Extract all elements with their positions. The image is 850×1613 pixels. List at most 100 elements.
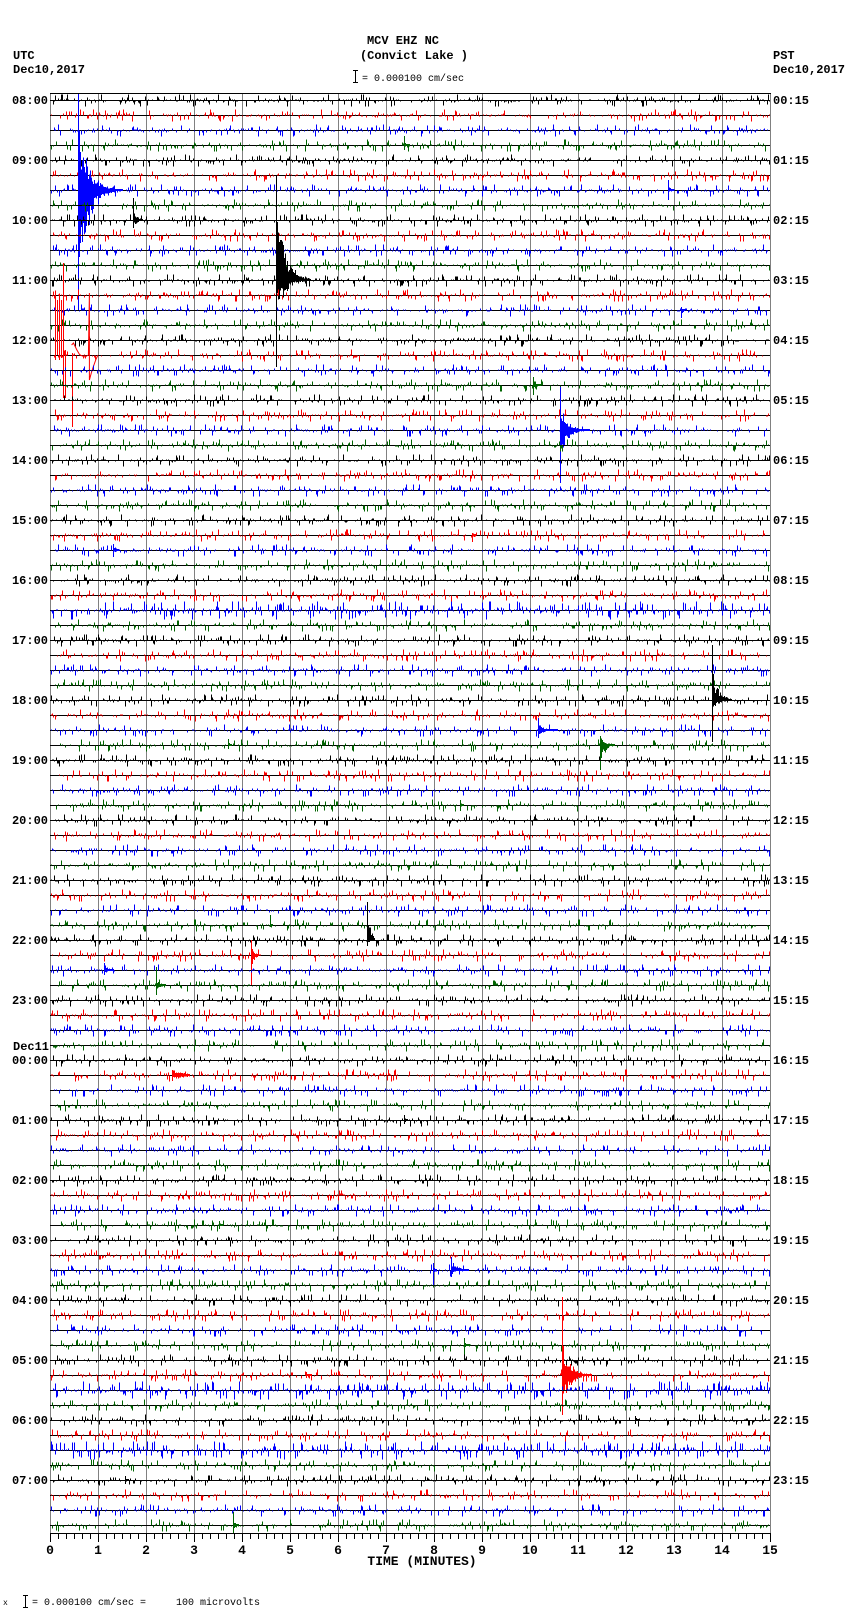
x-tick-label: 2 [142,1543,150,1558]
trace-signal [51,499,767,512]
trace-row [50,136,770,152]
location-subtitle: (Convict Lake ) [360,49,468,63]
trace-row [50,469,770,482]
footer-prefix: x [3,1599,8,1608]
trace-signal [51,589,768,602]
utc-hour-label: 16:00 [12,574,48,588]
trace-row [50,499,770,512]
trace-signal [53,1039,770,1052]
trace-row [50,1504,770,1517]
trace-row [50,169,770,182]
utc-hour-label: 21:00 [12,874,48,888]
footer-scale-bar-icon [23,1595,28,1608]
x-tick-label: 1 [94,1543,102,1558]
trace-row [50,829,770,842]
trace-signal [51,1504,769,1517]
trace-signal [51,109,770,122]
pst-hour-label: 17:15 [773,1114,809,1128]
trace-signal [51,319,769,332]
trace-row [50,619,770,632]
utc-hour-label: 01:00 [12,1114,48,1128]
utc-hour-label: 06:00 [12,1414,48,1428]
trace-signal [52,754,765,767]
trace-row [50,574,770,587]
trace-signal [53,1474,770,1487]
trace-row [50,664,770,677]
trace-row [50,902,770,947]
trace-row [50,940,770,985]
trace-row [50,454,770,467]
trace-signal [51,859,770,872]
trace-signal [54,387,767,483]
trace-signal [55,1099,770,1112]
utc-hour-label: 03:00 [12,1234,48,1248]
trace-row [50,229,770,242]
trace-row [50,718,770,738]
trace-row [50,93,770,310]
trace-row [50,1474,770,1487]
trace-signal [51,601,770,620]
pst-hour-label: 13:15 [773,874,809,888]
right-date: Dec10,2017 [773,63,845,77]
trace-signal [51,1009,770,1022]
trace-signal [55,469,770,482]
trace-signal [52,994,770,1007]
x-tick-label: 11 [570,1543,586,1558]
trace-row [50,175,770,367]
utc-hour-label: 13:00 [12,394,48,408]
pst-hour-label: 18:15 [773,1174,809,1188]
pst-hour-label: 05:15 [773,394,809,408]
trace-row [50,439,770,452]
trace-signal [52,289,770,302]
trace-row [50,109,770,122]
pst-hour-label: 02:15 [773,214,809,228]
trace-signal [52,154,770,167]
trace-signal [51,1189,770,1202]
pst-hour-label: 11:15 [773,754,809,768]
trace-signal [55,619,770,632]
trace-row [50,601,770,620]
trace-signal [54,1084,767,1097]
trace-signal [51,915,769,932]
trace-row [50,94,770,107]
trace-row [50,1174,770,1187]
utc-hour-label: 07:00 [12,1474,48,1488]
trace-signal [52,1309,769,1322]
station-title: MCV EHZ NC [367,34,439,48]
grid-lines [50,93,771,1533]
trace-row [50,154,770,167]
trace-signal [51,1297,769,1415]
trace-row [50,1219,770,1232]
utc-hour-label: 17:00 [12,634,48,648]
trace-row [50,1069,770,1082]
x-tick-label: 10 [522,1543,538,1558]
pst-hour-label: 06:15 [773,454,809,468]
trace-row [50,1159,770,1172]
pst-hour-label: 16:15 [773,1054,809,1068]
trace-row [50,709,770,722]
trace-row [50,1279,770,1292]
trace-row [50,124,770,137]
trace-signal [53,1324,762,1337]
trace-row [50,589,770,602]
trace-signal [51,514,768,527]
trace-signal [51,664,769,677]
trace-row [50,1084,770,1097]
pst-hour-label: 03:15 [773,274,809,288]
x-tick-label: 5 [286,1543,294,1558]
trace-row [50,634,770,647]
utc-hour-label: 12:00 [12,334,48,348]
trace-row [50,198,770,228]
utc-hour-labels: 08:00 09:00 10:00 11:00 12:00 13:00 14:00 15:00… [12,94,49,1488]
trace-row [50,1204,770,1217]
trace-row [50,1257,770,1285]
trace-row [50,967,770,995]
trace-row [50,259,770,272]
trace-signal [51,963,770,977]
x-tick-label: 3 [190,1543,198,1558]
trace-signal [54,124,768,137]
x-tick-label: 13 [666,1543,682,1558]
trace-signal [52,1204,767,1217]
trace-signal [51,334,769,347]
